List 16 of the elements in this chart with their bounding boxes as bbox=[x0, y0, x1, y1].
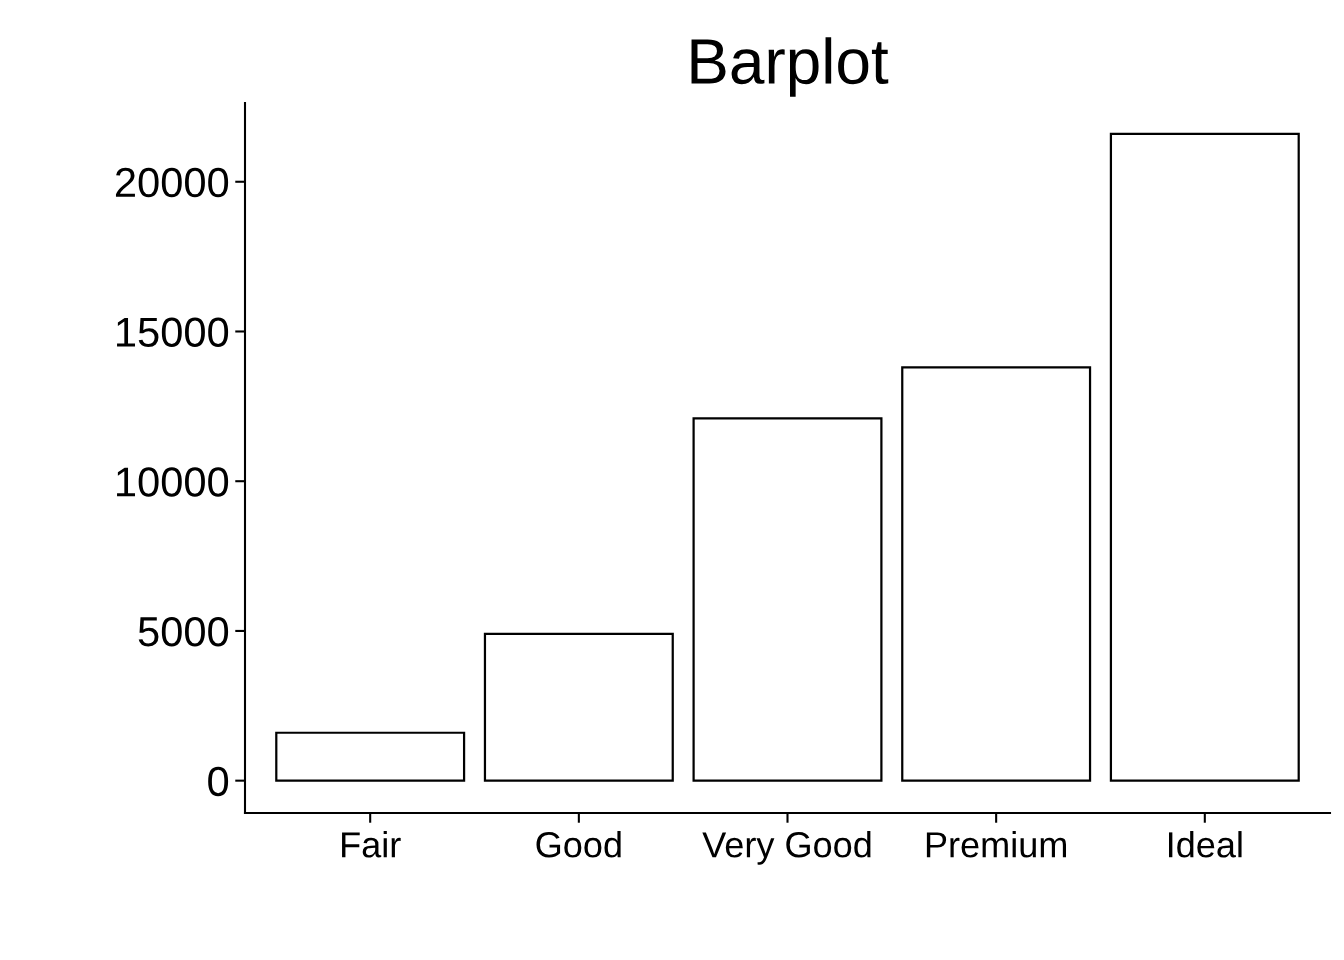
y-tick-label: 10000 bbox=[117, 467, 229, 497]
x-tick-label: Ideal bbox=[1168, 831, 1242, 858]
x-tick-label: Very Good bbox=[702, 831, 871, 865]
x-tick-label: Premium bbox=[926, 831, 1067, 858]
x-tick-label: Fair bbox=[342, 831, 401, 858]
y-tick-label: 15000 bbox=[117, 317, 229, 347]
y-tick-label: 0 bbox=[208, 766, 229, 797]
bar bbox=[483, 632, 674, 782]
chart-title: Barplot bbox=[691, 37, 889, 97]
bar bbox=[901, 366, 1092, 782]
y-tick-label: 5000 bbox=[138, 616, 229, 647]
x-tick-label: Good bbox=[536, 831, 621, 858]
bar bbox=[275, 731, 466, 782]
bar bbox=[692, 417, 883, 782]
bar bbox=[1109, 132, 1300, 782]
y-tick-label: 20000 bbox=[115, 167, 229, 198]
